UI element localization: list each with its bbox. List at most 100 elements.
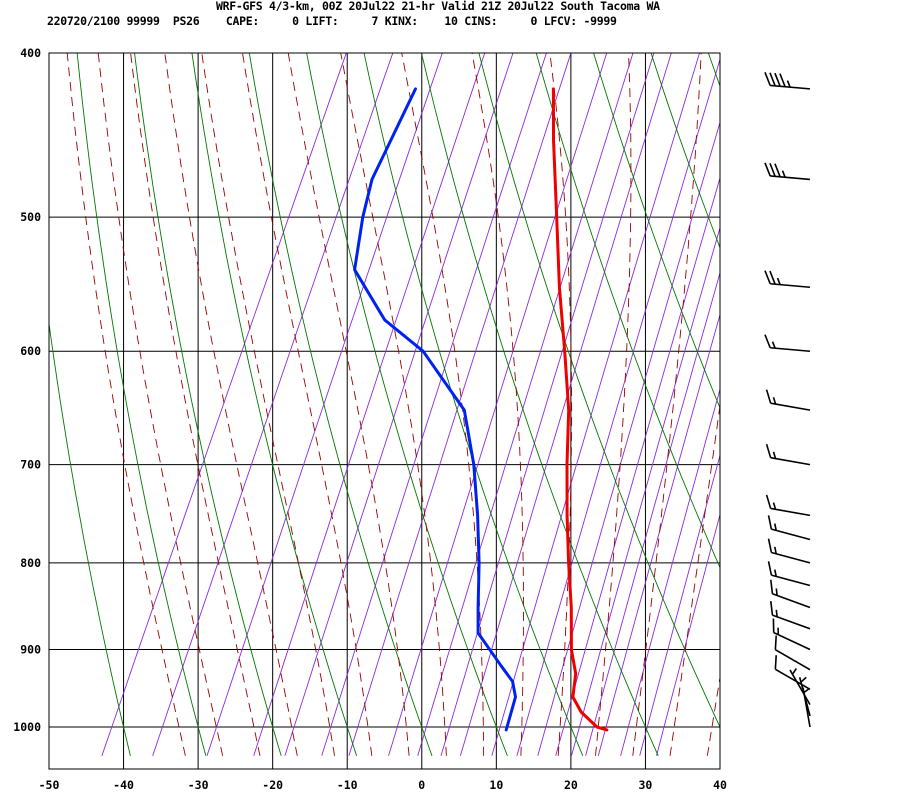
wind-barb	[764, 334, 811, 353]
wind-barb-half-feather	[781, 170, 786, 178]
wind-barb-half-feather	[773, 523, 777, 531]
pressure-tick-label: 400	[20, 46, 41, 60]
wind-barb	[774, 655, 811, 690]
dry-adiabat-line	[49, 320, 131, 756]
isobar-isotherm-grid	[48, 52, 721, 769]
wind-barb-staff	[770, 507, 811, 517]
pressure-tick-label: 800	[20, 556, 41, 570]
mixing-ratio-line	[555, 176, 720, 756]
wind-barb-staff	[789, 669, 811, 705]
wind-barb-feather	[764, 270, 771, 285]
wind-barb-half-feather	[800, 676, 807, 683]
wind-barb-staff	[770, 456, 811, 466]
mixing-ratio-line	[348, 53, 572, 756]
moist-adiabat-line	[242, 53, 373, 756]
wind-barb-feather	[765, 389, 772, 404]
wind-barb-feather	[764, 72, 771, 86]
mixing-ratio-line	[585, 271, 720, 756]
mixing-ratio-line	[620, 387, 720, 756]
temperature-tick-label: 10	[489, 778, 503, 792]
mixing-ratio-line	[537, 120, 720, 756]
moist-adiabat-line	[706, 674, 720, 756]
dry-adiabat-line	[865, 15, 900, 756]
dry-adiabat-line	[809, 15, 900, 756]
dry-adiabat-line	[478, 53, 720, 729]
wind-barb-feather	[769, 72, 776, 87]
mixing-ratio-line	[516, 57, 720, 756]
wind-barb-feather	[770, 601, 774, 616]
wind-barb-half-feather	[773, 546, 777, 554]
background-lines	[49, 15, 900, 756]
mixing-ratio-line	[253, 53, 486, 756]
dry-adiabat-line	[363, 53, 584, 756]
wind-barb	[764, 270, 811, 289]
moist-adiabat-line	[97, 53, 224, 756]
dry-adiabat-line	[306, 53, 508, 756]
mixing-ratio-line	[597, 313, 720, 756]
wind-barb-feather	[769, 270, 776, 285]
wind-barb	[764, 162, 811, 181]
wind-barb-half-feather	[772, 397, 777, 405]
temperature-axis-labels: -50 -40 -30 -20 -10 0 10 20 30 40	[39, 778, 727, 792]
wind-barb-staff	[774, 668, 811, 690]
temperature-tick-label: -40	[113, 778, 134, 792]
chart-title: WRF-GFS 4/3-km, 00Z 20Jul22 21-hr Valid …	[216, 0, 660, 13]
wind-barb-feather	[764, 162, 771, 177]
wind-barb	[789, 667, 811, 705]
moist-adiabat-line	[669, 402, 720, 756]
wind-barb-half-feather	[772, 451, 777, 459]
mixing-ratio-line	[321, 53, 547, 756]
wind-barb-half-feather	[773, 569, 777, 577]
pressure-tick-label: 900	[20, 642, 41, 656]
wind-barb-feather	[769, 162, 776, 177]
temperature-tick-label: 40	[713, 778, 727, 792]
sounding-profiles	[353, 87, 609, 732]
moist-adiabat-line	[595, 53, 632, 756]
mixing-ratio-line	[459, 53, 672, 756]
dry-adiabat-line	[248, 53, 433, 756]
dry-adiabat-line	[707, 53, 720, 88]
pressure-tick-label: 600	[20, 344, 41, 358]
wind-barb-half-feather	[786, 80, 791, 88]
wind-barb	[765, 443, 811, 466]
chart-header: WRF-GFS 4/3-km, 00Z 20Jul22 21-hr Valid …	[0, 0, 900, 34]
wind-barb-staff	[772, 614, 811, 630]
mixing-ratio-line	[571, 226, 720, 756]
wind-barb-staff	[770, 402, 811, 411]
wind-barb-staff	[771, 574, 811, 587]
wind-barb-half-feather	[772, 502, 777, 510]
wind-barb-staff	[770, 346, 811, 353]
moist-adiabat-line	[340, 53, 447, 756]
pressure-tick-label: 1000	[13, 720, 41, 734]
wind-barb-feather	[774, 655, 778, 670]
wind-barb-feather	[767, 561, 773, 576]
wind-barb-staff	[771, 528, 811, 541]
wind-barb-feather	[767, 538, 773, 553]
dry-adiabat-line	[752, 15, 900, 756]
mixing-ratio-line	[206, 53, 443, 756]
dewpoint-profile-line	[353, 87, 517, 732]
mixing-ratio-line	[101, 53, 347, 756]
wind-barb	[767, 538, 811, 564]
wind-barb	[764, 72, 811, 90]
dry-adiabat-line	[650, 53, 720, 249]
wind-barb-staff	[773, 631, 811, 651]
mixing-ratio-line	[152, 53, 394, 756]
dry-adiabat-line	[191, 53, 358, 756]
temperature-tick-label: -30	[188, 778, 209, 792]
mixing-ratio-line	[388, 53, 608, 756]
wind-barb-feather	[764, 334, 771, 349]
wind-barb	[770, 579, 811, 609]
temperature-tick-label: -10	[337, 778, 358, 792]
moist-adiabat-line	[287, 53, 410, 756]
wind-barb-feather	[765, 443, 772, 458]
dry-adiabat-line	[134, 53, 282, 756]
wind-barb-staff	[772, 593, 811, 609]
wind-barb-staff	[770, 282, 811, 289]
wind-barb	[767, 515, 811, 541]
station-indices-line: 220720/2100 99999 PS26 CAPE: 0 LIFT: 7 K…	[47, 14, 617, 28]
moist-adiabat-line	[549, 53, 573, 756]
mixing-ratio-line	[440, 53, 655, 756]
temperature-tick-label: -20	[262, 778, 283, 792]
wind-barb	[770, 601, 811, 630]
